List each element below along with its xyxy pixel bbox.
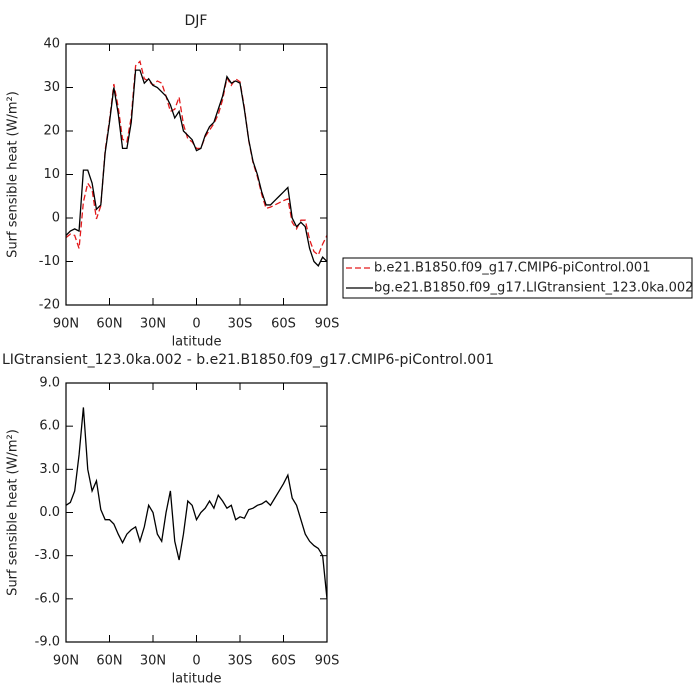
y-tick-label: 6.0 [39, 419, 60, 434]
data-line [66, 407, 327, 599]
y-axis-label: Surf sensible heat (W/m²) [6, 429, 21, 596]
x-tick-label: 90N [53, 654, 79, 669]
y-tick-label: -9.0 [35, 635, 60, 650]
x-tick-label: 0 [192, 654, 200, 669]
x-tick-label: 30S [228, 317, 253, 332]
x-tick-label: 90N [53, 317, 79, 332]
data-line [66, 69, 327, 267]
y-tick-label: 0.0 [39, 505, 60, 520]
x-tick-label: 0 [192, 317, 200, 332]
legend-label: bg.e21.B1850.f09_g17.LIGtransient_123.0k… [374, 281, 693, 296]
x-axis-label: latitude [172, 672, 222, 687]
y-tick-label: 40 [43, 37, 60, 52]
y-tick-label: 9.0 [39, 376, 60, 391]
plot-frame [65, 382, 328, 643]
y-tick-label: -6.0 [35, 591, 60, 606]
y-tick-label: 30 [43, 80, 60, 95]
chart-title: LIGtransient_123.0ka.002 - b.e21.B1850.f… [2, 352, 494, 368]
y-tick-label: 0 [52, 211, 60, 226]
y-tick-label: -3.0 [35, 548, 60, 563]
x-tick-label: 60S [271, 317, 296, 332]
x-tick-label: 60N [96, 654, 122, 669]
chart-title: DJF [185, 13, 208, 29]
x-tick-label: 90S [315, 317, 340, 332]
y-tick-label: -10 [39, 254, 60, 269]
legend-label: b.e21.B1850.f09_g17.CMIP6-piControl.001 [374, 261, 650, 276]
y-tick-label: 3.0 [39, 462, 60, 477]
x-tick-label: 30N [140, 317, 166, 332]
x-tick-label: 30N [140, 654, 166, 669]
x-tick-label: 60S [271, 654, 296, 669]
plot-frame [65, 43, 328, 306]
y-tick-label: 10 [43, 167, 60, 182]
y-tick-label: -20 [39, 298, 60, 313]
x-tick-label: 60N [96, 317, 122, 332]
y-tick-label: 20 [43, 124, 60, 139]
legend-box [342, 257, 693, 299]
x-tick-label: 30S [228, 654, 253, 669]
y-axis-label: Surf sensible heat (W/m²) [6, 91, 21, 258]
x-tick-label: 90S [315, 654, 340, 669]
x-axis-label: latitude [172, 335, 222, 350]
